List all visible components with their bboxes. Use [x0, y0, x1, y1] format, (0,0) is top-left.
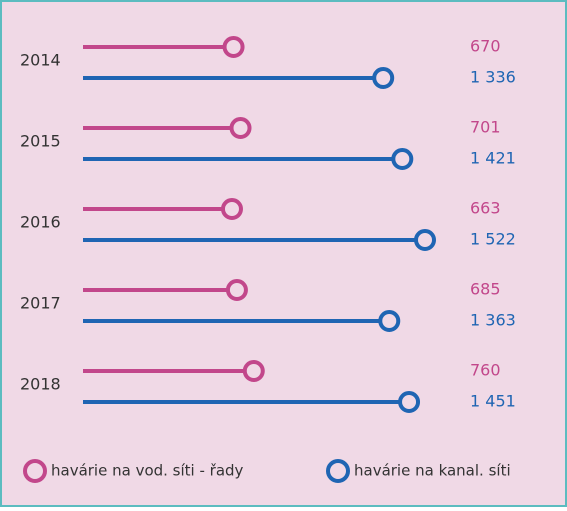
value-label: 1 363: [470, 311, 516, 330]
value-label: 1 421: [470, 149, 516, 168]
value-label: 663: [470, 199, 501, 218]
lollipop-head: [398, 391, 421, 413]
legend-label: havárie na kanal. síti: [354, 462, 511, 480]
category-label: 2016: [20, 213, 61, 232]
lollipop-head: [225, 279, 248, 301]
legend-label: havárie na vod. síti - řady: [51, 462, 244, 480]
lollipop-head: [378, 310, 401, 332]
value-label: 701: [470, 118, 501, 137]
lollipop-head: [414, 229, 436, 251]
value-label: 1 451: [470, 392, 516, 411]
value-label: 1 522: [470, 230, 516, 249]
value-label: 760: [470, 361, 501, 380]
value-label: 685: [470, 280, 501, 299]
legend-marker: [326, 459, 350, 483]
category-label: 2014: [20, 51, 61, 70]
lollipop-head: [242, 360, 265, 382]
lollipop-head: [220, 198, 243, 220]
category-label: 2017: [20, 294, 61, 313]
category-label: 2015: [20, 132, 61, 151]
lollipop-head: [229, 117, 252, 139]
lollipop-head: [222, 36, 245, 58]
category-label: 2018: [20, 375, 61, 394]
legend-marker: [23, 459, 47, 483]
value-label: 670: [470, 37, 501, 56]
value-label: 1 336: [470, 68, 516, 87]
lollipop-head: [391, 148, 414, 170]
lollipop-head: [372, 67, 395, 89]
